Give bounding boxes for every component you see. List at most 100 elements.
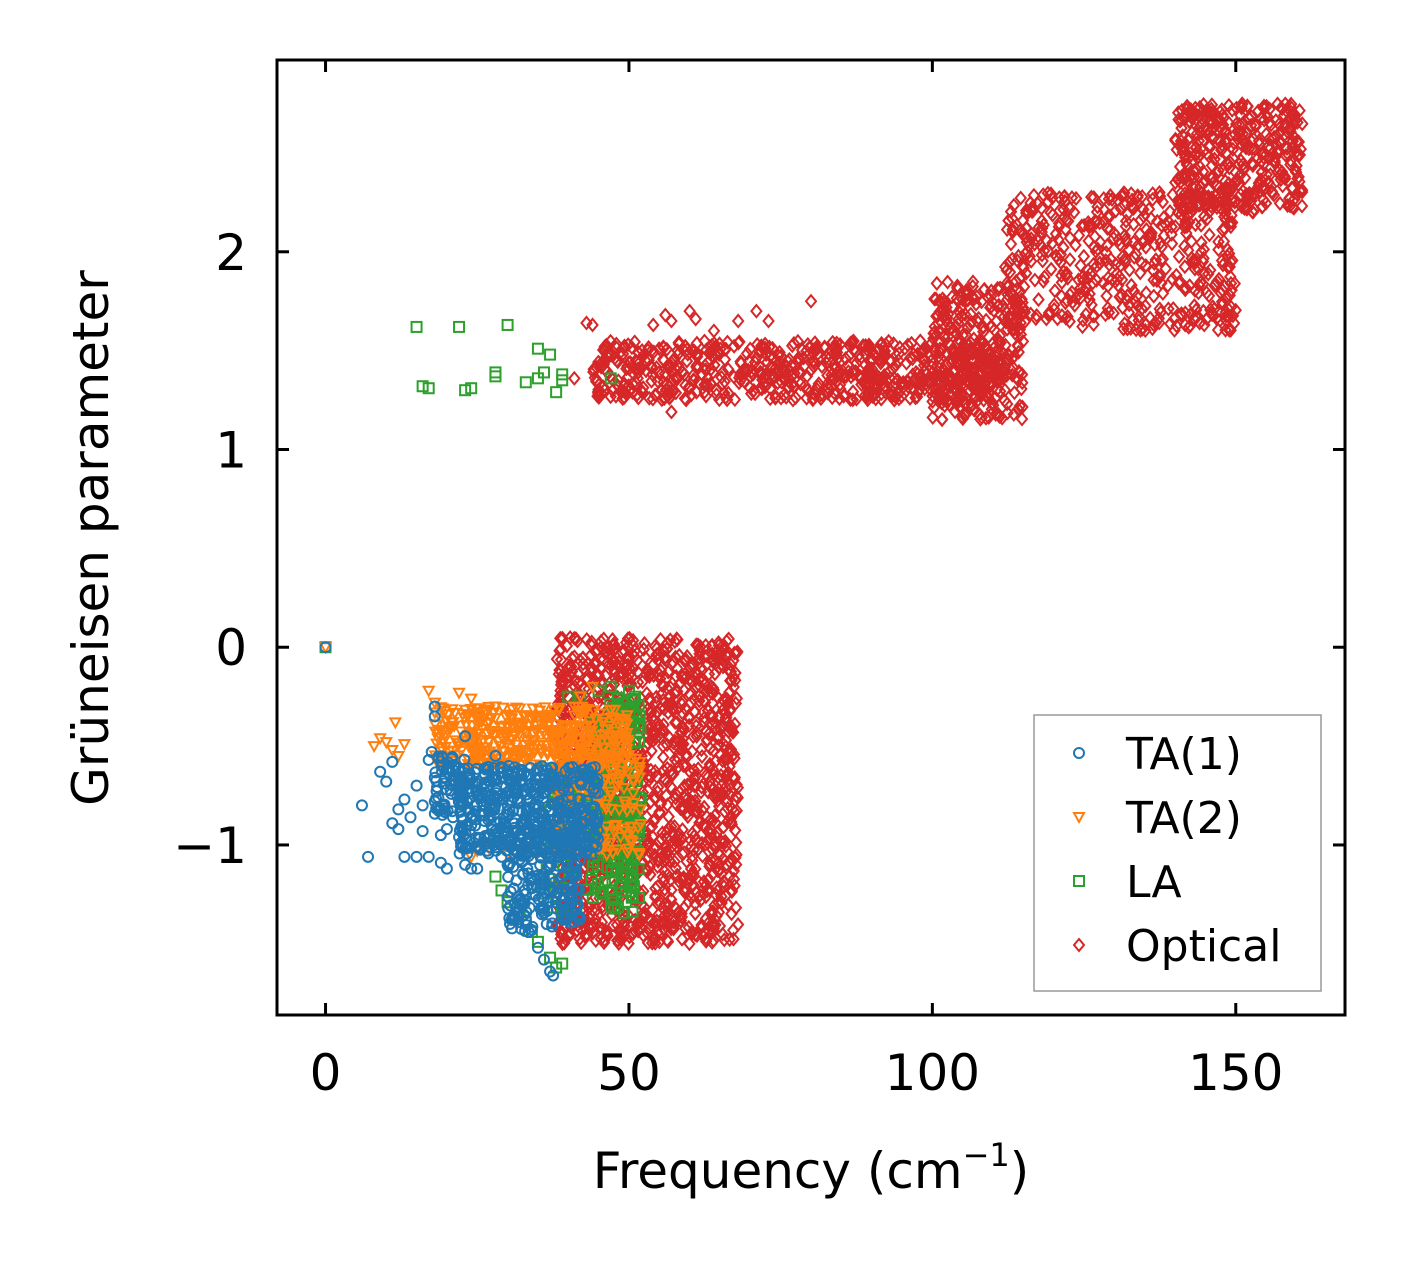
data-point [1032, 292, 1045, 308]
data-point [719, 389, 733, 405]
data-point [1086, 308, 1100, 324]
data-point [897, 375, 910, 391]
data-point [367, 741, 381, 754]
data-point [462, 762, 475, 775]
data-point [583, 769, 596, 782]
data-point [678, 920, 692, 936]
data-point [1210, 178, 1224, 194]
data-point [1147, 316, 1160, 333]
data-point [1057, 239, 1070, 256]
data-point [681, 876, 695, 892]
data-point [700, 656, 713, 672]
data-point [1206, 121, 1219, 137]
data-point [715, 785, 729, 801]
data-point [1054, 246, 1068, 263]
data-point [1111, 277, 1125, 293]
data-point [1093, 234, 1107, 250]
data-point [456, 841, 469, 854]
data-point [623, 354, 637, 371]
data-point [712, 346, 726, 363]
data-point [1069, 190, 1083, 207]
data-point [576, 656, 590, 672]
data-point [1015, 381, 1028, 397]
data-point [630, 708, 643, 721]
data-point [557, 774, 570, 787]
data-point [727, 338, 741, 354]
data-point [544, 951, 557, 964]
data-point [728, 672, 742, 688]
data-point [727, 931, 740, 947]
data-point [563, 658, 577, 675]
data-point [667, 918, 680, 934]
data-point [744, 386, 758, 402]
data-point [1185, 233, 1198, 250]
data-point [1212, 162, 1225, 178]
data-point [665, 383, 679, 399]
data-point [699, 388, 713, 404]
data-point [1184, 306, 1198, 322]
data-point [517, 842, 530, 855]
data-point [1203, 262, 1217, 278]
data-point [671, 660, 684, 677]
data-point [493, 740, 507, 753]
data-point [1264, 178, 1278, 195]
data-point [983, 300, 997, 316]
data-point [1216, 117, 1230, 133]
data-point [604, 372, 617, 385]
data-point [739, 363, 753, 379]
data-point [711, 863, 725, 879]
data-point [497, 811, 510, 824]
data-point [1238, 170, 1252, 186]
data-point [556, 957, 569, 970]
data-point [620, 830, 635, 843]
data-point [1275, 164, 1289, 180]
data-point [1206, 299, 1220, 315]
data-point [664, 680, 677, 696]
data-point [545, 832, 558, 845]
data-point [875, 373, 888, 389]
data-point [1178, 136, 1192, 152]
data-point [568, 370, 581, 386]
data-point [505, 704, 520, 717]
data-point [1161, 278, 1175, 294]
data-point [636, 674, 649, 690]
data-point [1000, 367, 1014, 383]
data-point [960, 359, 974, 375]
data-point [909, 390, 922, 406]
data-point [979, 388, 993, 404]
data-point [1127, 234, 1140, 250]
data-point [1184, 186, 1197, 202]
data-point [721, 361, 735, 377]
data-point [1127, 216, 1140, 232]
data-point [863, 377, 876, 393]
data-point [886, 384, 899, 400]
data-point [814, 387, 828, 403]
data-point [571, 843, 584, 856]
data-point [802, 352, 816, 368]
data-point [679, 392, 693, 408]
data-point [544, 884, 557, 897]
data-point [752, 358, 766, 374]
data-point [609, 714, 623, 728]
data-point [1220, 185, 1233, 201]
data-point [1063, 313, 1076, 330]
data-point [965, 378, 978, 394]
data-point [642, 772, 656, 788]
data-point [665, 882, 678, 898]
data-point [1132, 308, 1146, 325]
data-point [1185, 250, 1199, 266]
data-point [1178, 259, 1192, 275]
data-point [1252, 184, 1265, 200]
data-point [1121, 206, 1134, 222]
data-point [561, 741, 575, 754]
data-point [663, 359, 677, 375]
data-point [661, 705, 675, 721]
data-point [464, 736, 479, 749]
data-point [550, 776, 563, 789]
data-point [466, 812, 479, 825]
data-point [582, 681, 596, 697]
data-point [529, 773, 542, 786]
data-point [452, 687, 466, 700]
data-point [875, 353, 889, 369]
data-point [969, 377, 982, 393]
